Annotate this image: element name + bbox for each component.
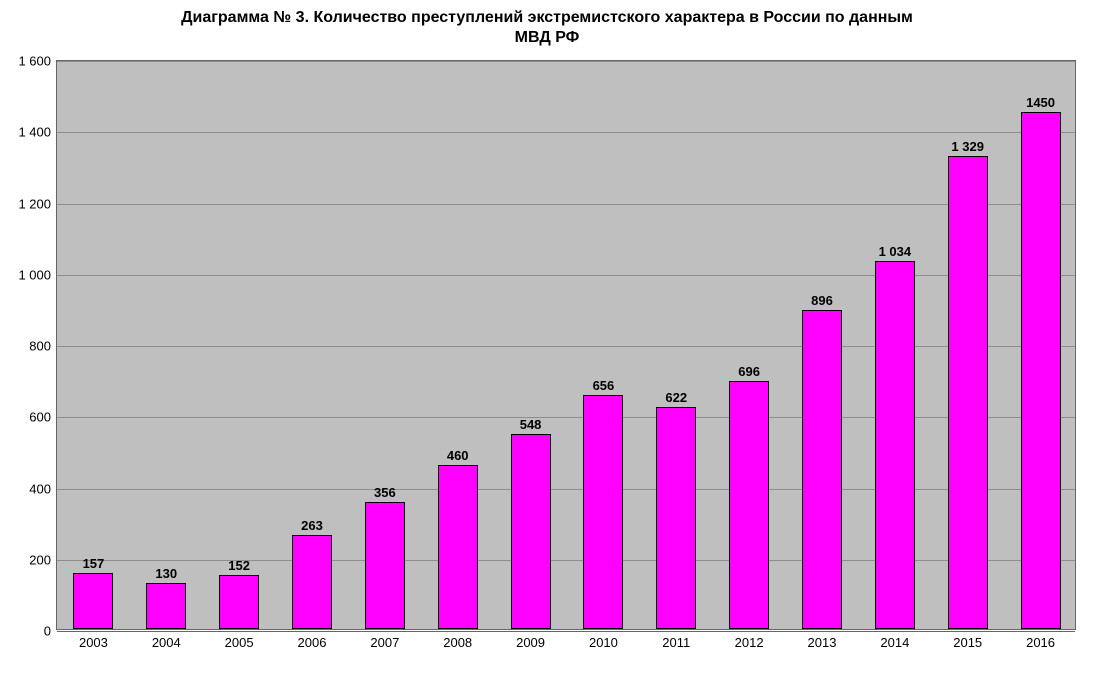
x-tick-label: 2008 — [443, 635, 472, 650]
x-tick-label: 2015 — [953, 635, 982, 650]
bar — [146, 583, 186, 629]
bar — [219, 575, 259, 629]
y-tick-label: 600 — [29, 410, 51, 425]
bar-value-label: 130 — [155, 566, 177, 585]
x-tick-label: 2012 — [735, 635, 764, 650]
gridline — [57, 489, 1075, 490]
bar-value-label: 1450 — [1026, 95, 1055, 114]
bar-value-label: 263 — [301, 518, 323, 537]
bar — [438, 465, 478, 629]
bar-value-label: 356 — [374, 485, 396, 504]
bar — [948, 156, 988, 629]
y-tick-label: 1 200 — [18, 196, 51, 211]
y-tick-label: 0 — [44, 624, 51, 639]
bar — [729, 381, 769, 629]
bar — [292, 535, 332, 629]
x-tick-label: 2007 — [370, 635, 399, 650]
chart-container: Диаграмма № 3. Количество преступлений э… — [0, 0, 1094, 674]
bar — [365, 502, 405, 629]
bar-value-label: 152 — [228, 558, 250, 577]
x-tick-label: 2009 — [516, 635, 545, 650]
bar — [73, 573, 113, 629]
bar — [875, 261, 915, 629]
x-tick-label: 2014 — [880, 635, 909, 650]
gridline — [57, 61, 1075, 62]
bar-value-label: 1 034 — [879, 244, 912, 263]
plot-area: 02004006008001 0001 2001 4001 6001572003… — [56, 60, 1076, 630]
x-tick-label: 2006 — [298, 635, 327, 650]
bar-value-label: 460 — [447, 448, 469, 467]
chart-title-line2: МВД РФ — [515, 29, 580, 46]
bar-value-label: 896 — [811, 293, 833, 312]
y-tick-label: 400 — [29, 481, 51, 496]
chart-title: Диаграмма № 3. Количество преступлений э… — [0, 0, 1094, 48]
y-tick-label: 800 — [29, 339, 51, 354]
bar-value-label: 656 — [593, 378, 615, 397]
gridline — [57, 132, 1075, 133]
y-tick-label: 1 000 — [18, 267, 51, 282]
y-tick-label: 1 400 — [18, 125, 51, 140]
gridline — [57, 275, 1075, 276]
bar-value-label: 696 — [738, 364, 760, 383]
x-tick-label: 2013 — [808, 635, 837, 650]
x-tick-label: 2003 — [79, 635, 108, 650]
gridline — [57, 560, 1075, 561]
y-tick-label: 200 — [29, 552, 51, 567]
bar — [656, 407, 696, 629]
gridline — [57, 204, 1075, 205]
bar-value-label: 157 — [83, 556, 105, 575]
bar — [1021, 112, 1061, 629]
chart-title-line1: Диаграмма № 3. Количество преступлений э… — [181, 9, 913, 26]
y-tick-label: 1 600 — [18, 54, 51, 69]
bar — [583, 395, 623, 629]
gridline — [57, 417, 1075, 418]
x-tick-label: 2005 — [225, 635, 254, 650]
x-tick-label: 2016 — [1026, 635, 1055, 650]
bar — [511, 434, 551, 629]
bar-value-label: 1 329 — [951, 139, 984, 158]
gridline — [57, 346, 1075, 347]
x-tick-label: 2011 — [662, 635, 690, 650]
x-tick-label: 2010 — [589, 635, 618, 650]
gridline — [57, 631, 1075, 632]
x-tick-label: 2004 — [152, 635, 181, 650]
bar — [802, 310, 842, 629]
bar-value-label: 548 — [520, 417, 542, 436]
bar-value-label: 622 — [665, 390, 687, 409]
